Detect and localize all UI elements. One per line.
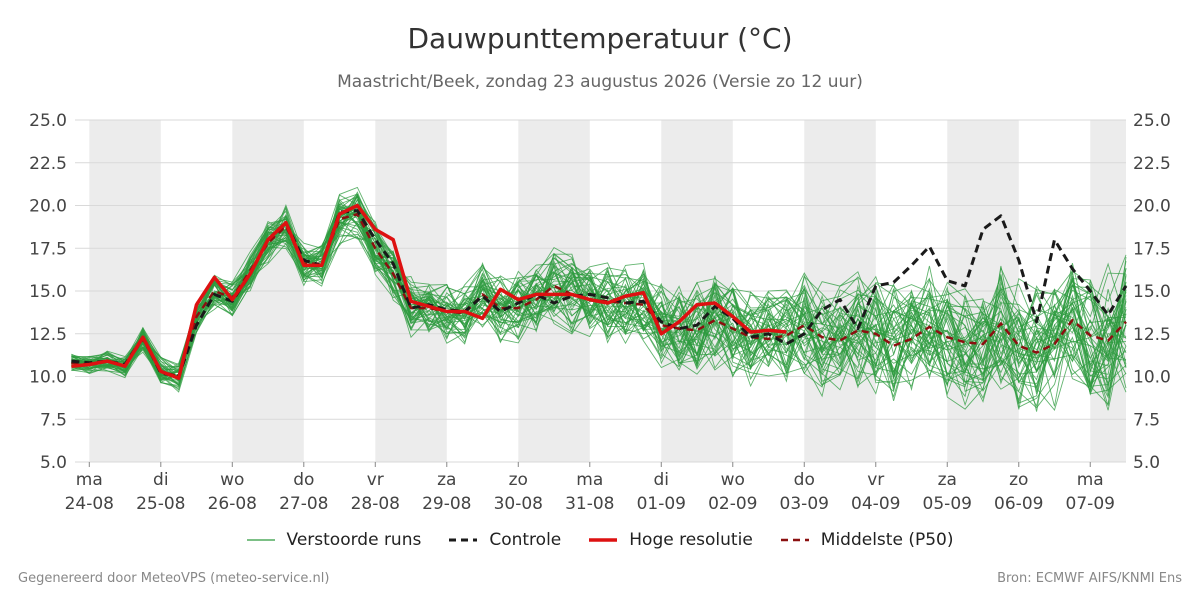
chart-title: Dauwpunttemperatuur (°C) (407, 22, 793, 55)
y-tick-label-right: 5.0 (1133, 453, 1160, 473)
y-tick-label-right: 7.5 (1133, 410, 1160, 430)
legend-item-median: Middelste (P50) (780, 530, 954, 550)
x-tick-weekday: wo (220, 470, 244, 490)
y-tick-label-right: 12.5 (1133, 325, 1171, 345)
x-tick-weekday: di (654, 470, 670, 490)
x-tick-weekday: zo (1009, 470, 1028, 490)
control-line (71, 209, 1128, 378)
legend-label-hires: Hoge resolutie (629, 530, 753, 550)
x-tick-date: 01-09 (637, 494, 686, 514)
x-tick-weekday: za (938, 470, 957, 490)
ensemble-member-line (71, 216, 1127, 410)
y-tick-label-left: 20.0 (29, 197, 67, 217)
ensemble-member-line (71, 231, 1127, 391)
legend-swatch-median (780, 538, 809, 542)
x-tick-date: 24-08 (65, 494, 114, 514)
x-tick-date: 30-08 (494, 494, 543, 514)
x-tick-date: 04-09 (851, 494, 900, 514)
ensemble-member-line (71, 213, 1127, 407)
x-tick-date: 31-08 (565, 494, 614, 514)
x-tick-date: 03-09 (780, 494, 829, 514)
legend-item-hires: Hoge resolutie (589, 530, 753, 550)
y-tick-label-right: 10.0 (1133, 368, 1171, 388)
legend-swatch-control (449, 538, 478, 542)
chart-legend: Verstoorde runs Controle Hoge resolutie … (0, 530, 1200, 550)
x-tick-weekday: do (794, 470, 815, 490)
footer-source: Bron: ECMWF AIFS/KNMI Ens (997, 571, 1182, 586)
legend-label-ensemble: Verstoorde runs (286, 530, 422, 550)
x-tick-date: 07-09 (1066, 494, 1115, 514)
y-tick-label-left: 7.5 (40, 410, 67, 430)
x-tick-weekday: vr (867, 470, 884, 490)
x-tick-weekday: vr (367, 470, 384, 490)
chart-subtitle: Maastricht/Beek, zondag 23 augustus 2026… (337, 72, 863, 92)
legend-swatch-hires (589, 538, 618, 542)
x-tick-weekday: ma (576, 470, 603, 490)
x-tick-weekday: zo (509, 470, 528, 490)
legend-item-ensemble: Verstoorde runs (246, 530, 422, 550)
legend-label-control: Controle (489, 530, 562, 550)
legend-item-control: Controle (449, 530, 561, 550)
y-tick-label-left: 25.0 (29, 111, 67, 131)
median-line (71, 212, 1127, 378)
x-tick-weekday: wo (721, 470, 745, 490)
y-tick-label-left: 22.5 (29, 154, 67, 174)
legend-label-median: Middelste (P50) (820, 530, 954, 550)
y-tick-label-left: 10.0 (29, 368, 67, 388)
y-tick-label-right: 17.5 (1133, 239, 1171, 259)
ensemble-member-line (71, 186, 1127, 379)
x-tick-date: 27-08 (279, 494, 328, 514)
x-tick-date: 26-08 (208, 494, 257, 514)
y-tick-label-left: 17.5 (29, 239, 67, 259)
ensemble-member-line (71, 209, 1127, 409)
ensemble-member-line (71, 198, 1127, 390)
ensemble-member-line (71, 196, 1127, 392)
hires-line (71, 203, 787, 380)
ensemble-member-line (71, 193, 1127, 374)
footer-credit: Gegenereerd door MeteoVPS (meteo-service… (18, 571, 330, 586)
ensemble-member-line (71, 206, 1127, 410)
y-tick-label-right: 22.5 (1133, 154, 1171, 174)
y-tick-label-right: 20.0 (1133, 197, 1171, 217)
x-tick-weekday: ma (1077, 470, 1104, 490)
y-tick-label-right: 15.0 (1133, 282, 1171, 302)
x-tick-date: 29-08 (422, 494, 471, 514)
x-tick-date: 28-08 (351, 494, 400, 514)
x-tick-weekday: za (437, 470, 456, 490)
ensemble-member-line (71, 212, 1127, 372)
x-tick-date: 05-09 (923, 494, 972, 514)
y-tick-label-left: 12.5 (29, 325, 67, 345)
x-tick-date: 02-09 (708, 494, 757, 514)
x-tick-weekday: ma (76, 470, 103, 490)
x-tick-date: 25-08 (136, 494, 185, 514)
y-tick-label-left: 5.0 (40, 453, 67, 473)
x-tick-weekday: do (293, 470, 314, 490)
y-tick-label-left: 15.0 (29, 282, 67, 302)
x-tick-weekday: di (153, 470, 169, 490)
x-tick-date: 06-09 (994, 494, 1043, 514)
ensemble-member-line (71, 195, 1127, 389)
legend-swatch-ensemble (246, 539, 275, 541)
y-tick-label-right: 25.0 (1133, 111, 1171, 131)
